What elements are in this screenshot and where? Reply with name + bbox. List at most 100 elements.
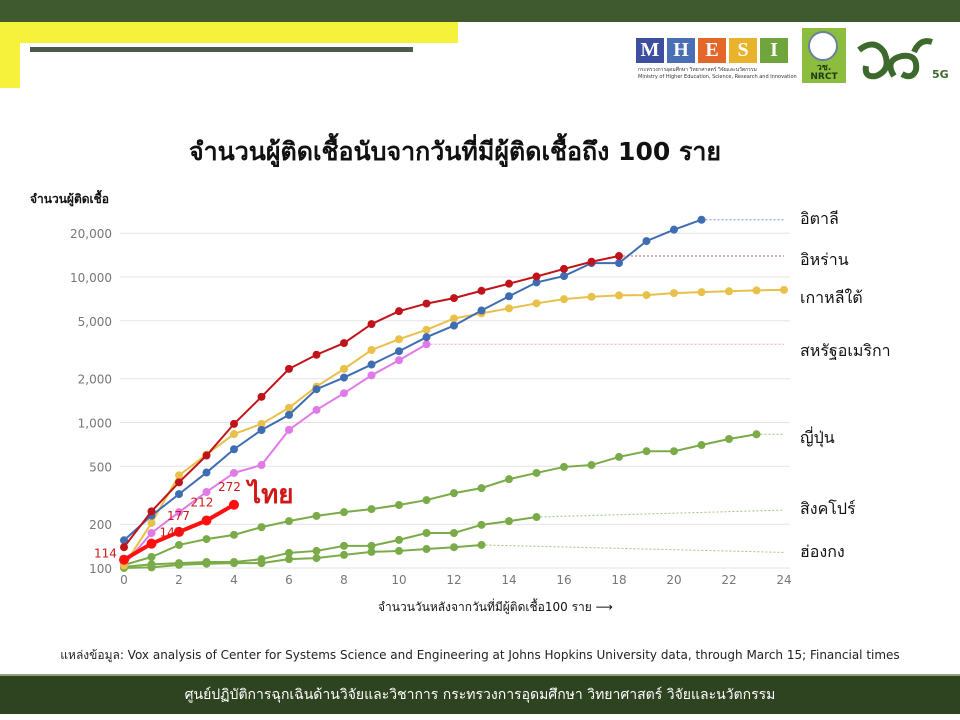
x-tick-label: 18 — [611, 573, 626, 587]
y-tick-label: 2,000 — [78, 373, 112, 387]
label-thailand: ไทย — [245, 478, 293, 510]
data-point — [257, 461, 266, 470]
data-point — [229, 499, 239, 510]
data-point — [285, 425, 293, 434]
5g-logo: 5G — [857, 38, 949, 81]
data-point — [587, 461, 596, 470]
data-point — [395, 535, 403, 544]
data-point — [505, 279, 513, 288]
data-point — [147, 553, 156, 562]
y-tick-label: 20,000 — [70, 227, 112, 241]
data-point — [560, 272, 568, 281]
data-point — [560, 264, 568, 273]
data-point — [505, 475, 513, 484]
x-axis-label: จำนวนวันหลังจากวันที่มีผู้ติดเชื้อ100 รา… — [378, 598, 613, 617]
data-point — [395, 501, 403, 510]
series-trend-line — [481, 544, 785, 553]
x-tick-label: 2 — [175, 573, 183, 587]
data-point — [312, 511, 321, 520]
x-axis-label-text: จำนวนวันหลังจากวันที่มีผู้ติดเชื้อ100 รา… — [378, 600, 592, 614]
data-point — [450, 529, 458, 538]
data-point — [422, 299, 431, 308]
data-point — [230, 419, 238, 428]
data-point — [230, 468, 238, 477]
data-point — [477, 306, 486, 315]
mhesi-letter: M — [636, 38, 664, 63]
data-point — [285, 403, 293, 412]
data-point — [340, 389, 348, 398]
nrct-text: วช. NRCT — [810, 63, 838, 82]
data-point — [422, 340, 431, 349]
data-point — [285, 410, 293, 419]
data-point — [450, 314, 458, 323]
data-point — [532, 299, 541, 308]
data-point — [615, 452, 623, 461]
data-point — [505, 517, 513, 526]
data-point — [175, 560, 183, 569]
data-point — [285, 517, 293, 526]
x-tick-label: 14 — [501, 573, 516, 587]
data-point — [725, 287, 733, 296]
chart-title: จำนวนผู้ติดเชื้อนับจากวันที่มีผู้ติดเชื้… — [188, 137, 722, 166]
series-trend-line — [536, 509, 785, 518]
data-point — [230, 430, 238, 439]
label-usa: สหรัฐอเมริกา — [800, 341, 891, 360]
data-point — [312, 385, 321, 394]
data-point — [174, 526, 184, 537]
data-point — [560, 295, 568, 304]
x-tick-label: 4 — [230, 573, 238, 587]
data-point — [367, 541, 376, 550]
label-japan: ญี่ปุ่น — [800, 428, 835, 447]
x-tick-label: 0 — [120, 573, 128, 587]
data-point — [120, 536, 128, 545]
data-point — [642, 447, 651, 456]
data-point — [147, 529, 156, 538]
x-tick-label: 8 — [340, 573, 348, 587]
data-point — [477, 484, 486, 493]
mhesi-letter: I — [760, 38, 788, 63]
data-point — [230, 445, 238, 454]
data-point — [257, 426, 266, 435]
data-point — [367, 505, 376, 514]
source-note: แหล่งข้อมูล: Vox analysis of Center for … — [60, 648, 900, 662]
mhesi-letter: H — [667, 38, 695, 63]
series-line — [123, 516, 537, 568]
data-point — [780, 285, 788, 294]
data-point — [367, 360, 376, 369]
data-point — [175, 471, 183, 480]
label-italy: อิตาลี — [800, 209, 839, 228]
data-point — [285, 555, 293, 564]
x-tick-label: 12 — [446, 573, 461, 587]
data-point — [615, 259, 623, 268]
data-point — [202, 468, 211, 477]
data-point — [450, 543, 458, 552]
data-point — [202, 451, 211, 460]
data-point — [450, 489, 458, 498]
data-point — [395, 347, 403, 356]
5g-text: 5G — [932, 68, 949, 81]
nrct-logo: วช. NRCT — [802, 28, 846, 83]
data-point — [477, 540, 486, 549]
x-tick-label: 6 — [285, 573, 293, 587]
top-band — [0, 0, 960, 22]
data-point — [230, 559, 238, 568]
y-tick-label: 5,000 — [78, 315, 112, 329]
data-point — [395, 335, 403, 344]
data-label: 114 — [94, 547, 117, 561]
yellow-accent-side — [0, 22, 20, 88]
data-point — [367, 345, 376, 354]
x-tick-label: 10 — [391, 573, 406, 587]
data-point — [725, 435, 733, 444]
data-point — [257, 523, 266, 532]
data-point — [697, 288, 706, 297]
x-tick-label: 16 — [556, 573, 571, 587]
data-point — [312, 350, 321, 359]
data-point — [312, 546, 321, 555]
data-point — [285, 364, 293, 373]
data-point — [257, 392, 266, 401]
data-point — [532, 278, 541, 287]
data-label: 177 — [167, 509, 190, 523]
data-label: 147 — [160, 526, 183, 540]
data-point — [340, 550, 348, 559]
data-point — [147, 507, 156, 516]
